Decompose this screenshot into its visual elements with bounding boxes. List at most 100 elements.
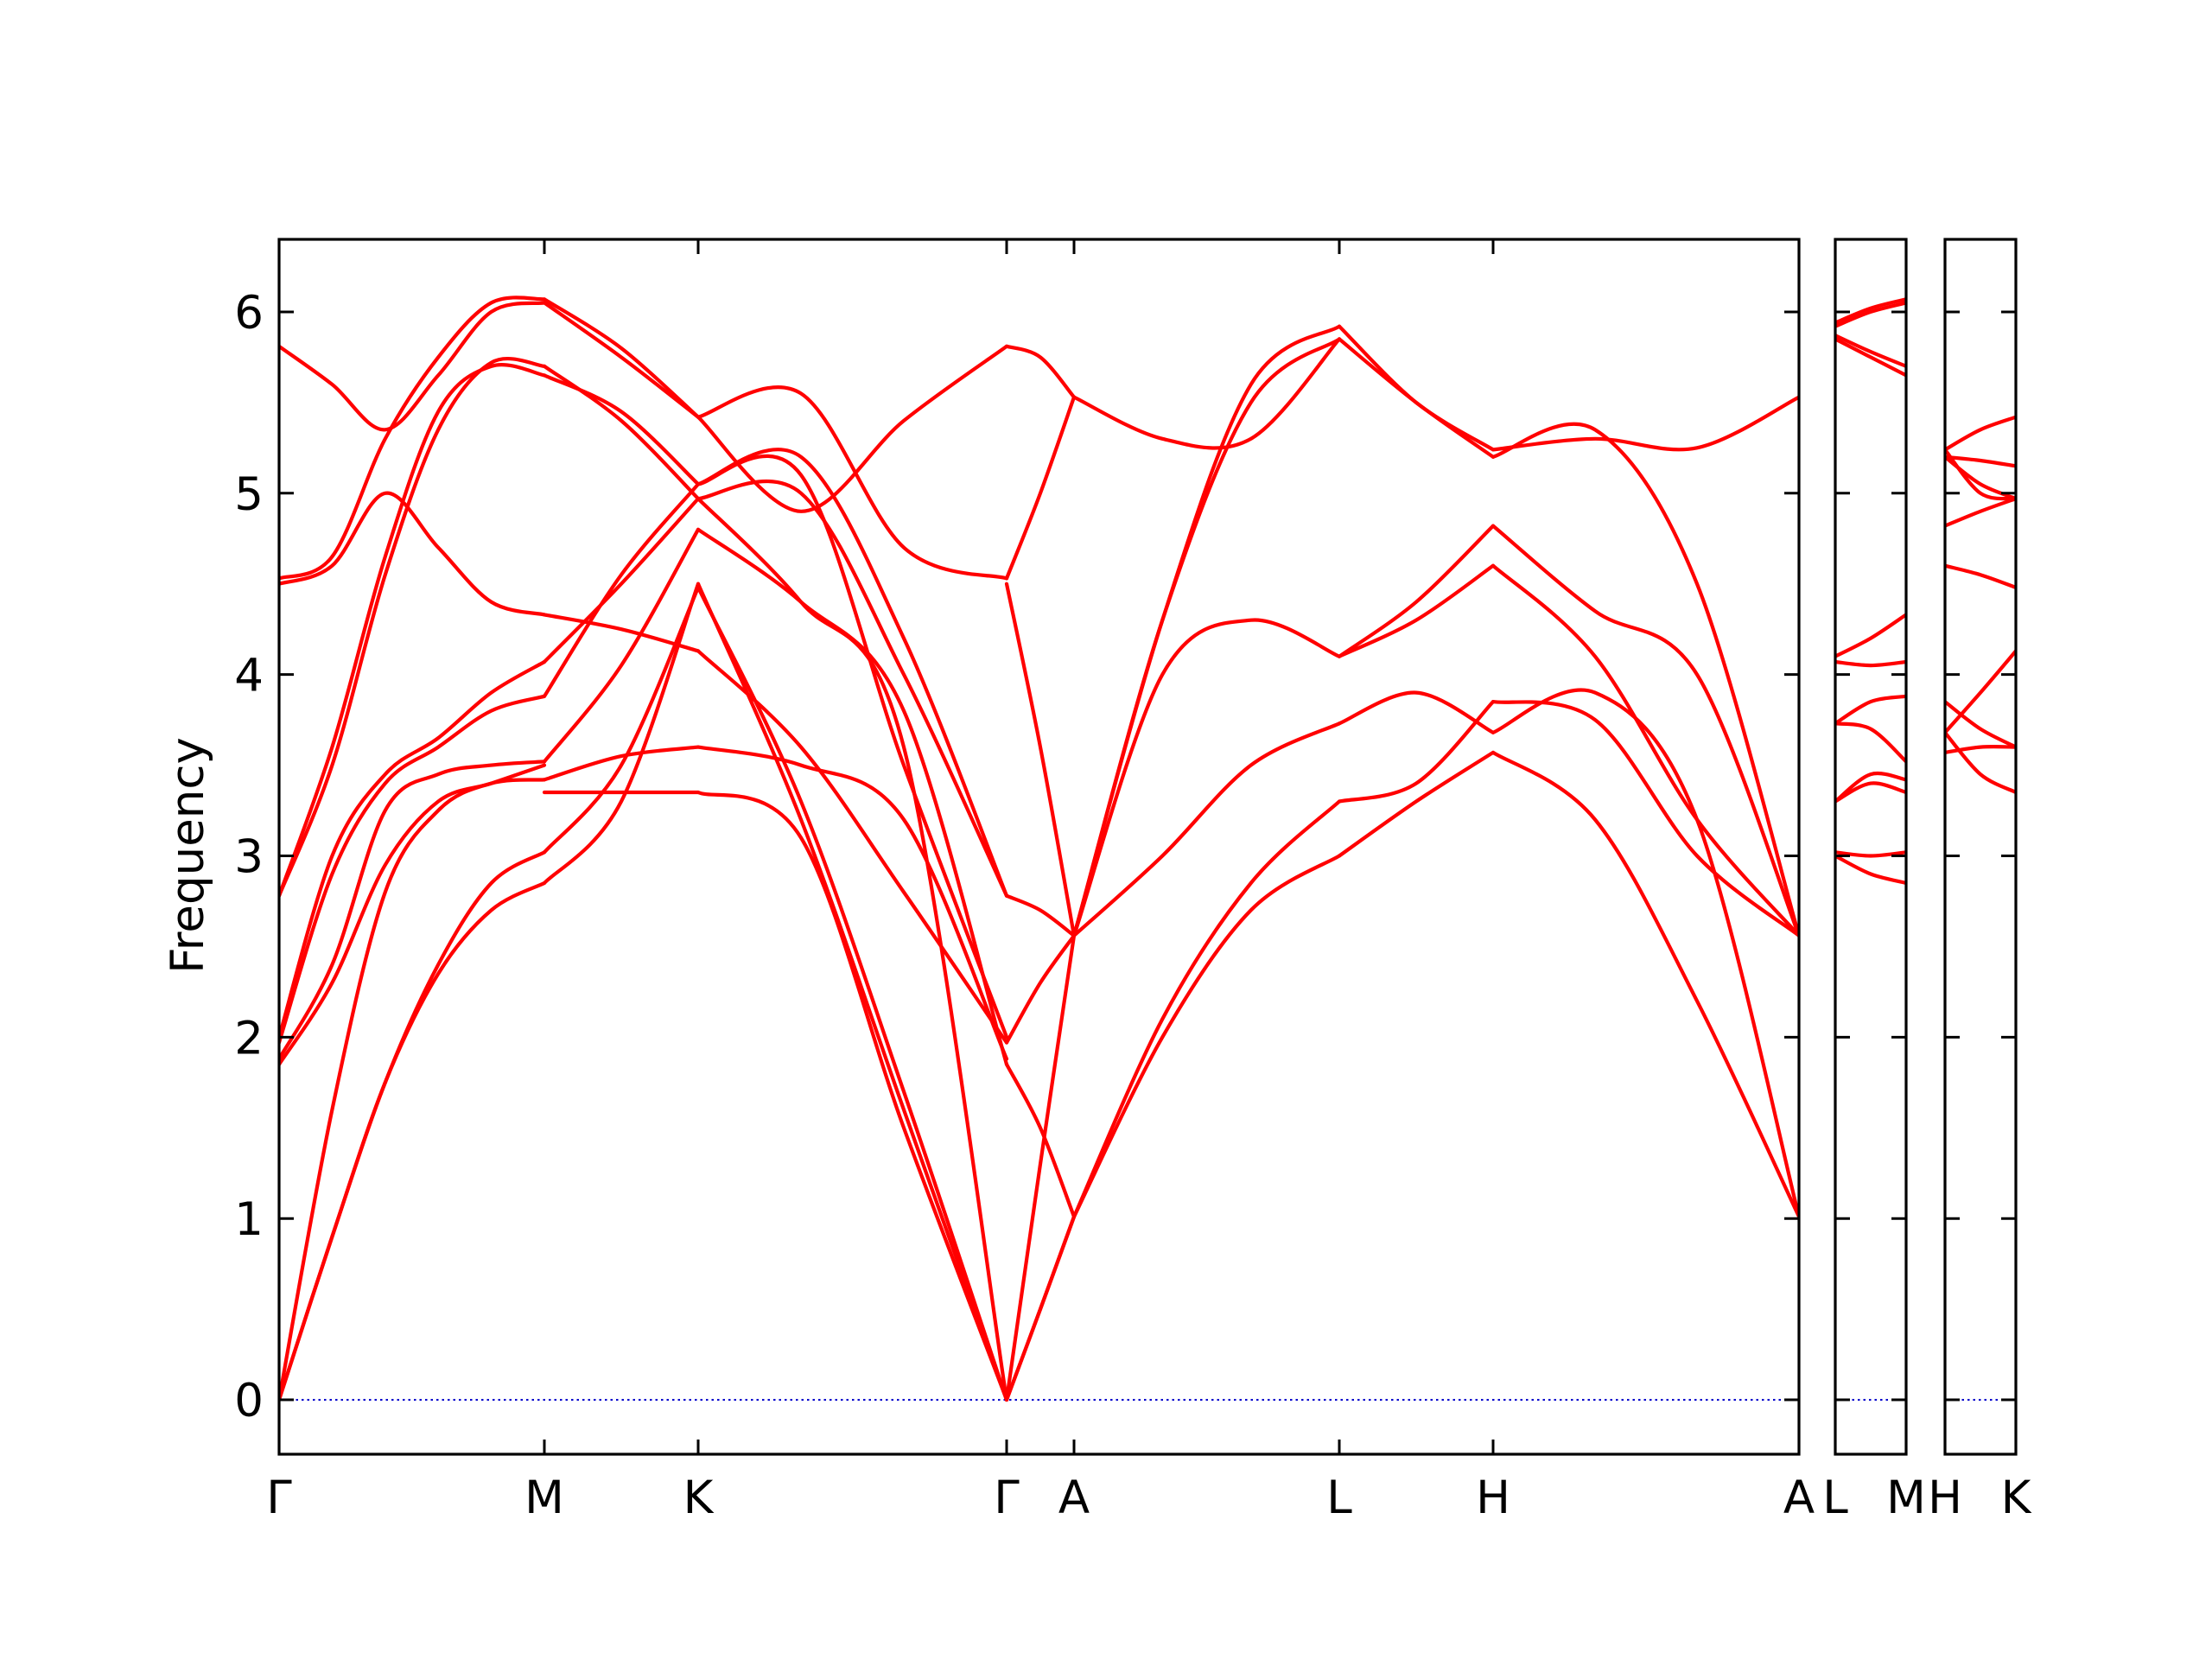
y-tick-label: 3 (234, 830, 264, 883)
band-K-Γ-11 (696, 385, 1009, 581)
band-A-L-3 (1071, 721, 1342, 938)
band-Γ-M-5 (279, 760, 547, 1061)
band-K-Γ-12 (696, 344, 1009, 513)
band-A-L-4 (1071, 618, 1342, 938)
x-tick-label: H (1928, 1471, 1962, 1524)
band-Γ-M-4 (279, 763, 547, 1066)
band-H-K-6 (1945, 497, 2016, 528)
band-L-M-10 (1835, 334, 1906, 368)
band-A-L-5 (1071, 337, 1342, 938)
band-Γ-M-11 (279, 296, 547, 581)
band-L-M-6 (1835, 694, 1906, 726)
band-L-H-3 (1337, 690, 1496, 734)
band-K-Γ-7 (696, 480, 1009, 898)
x-tick-label: A (1058, 1471, 1090, 1524)
band-K-Γ-1 (696, 582, 1009, 1402)
band-M-K-5 (542, 527, 701, 764)
band-L-M-9 (1835, 337, 1906, 378)
band-Γ-M-6 (279, 694, 547, 1045)
y-axis-label: Frequency (162, 737, 214, 974)
y-tick-label: 6 (234, 287, 264, 340)
band-H-K-2 (1945, 730, 2016, 795)
y-tick-label: 2 (234, 1012, 264, 1065)
band-M-K-11 (542, 301, 701, 419)
band-H-A-3 (1491, 700, 1799, 938)
band-K-Γ-2 (696, 585, 1009, 1402)
band-L-M-5 (1835, 721, 1906, 764)
band-K-Γ-9 (696, 454, 1009, 1039)
band-L-H-6 (1337, 337, 1496, 459)
band-Γ-A-6 (1004, 893, 1077, 938)
band-L-M-11 (1835, 301, 1906, 328)
band-L-H-1 (1337, 750, 1496, 858)
band-Γ-A-4 (1004, 1062, 1077, 1219)
band-L-M-2 (1835, 850, 1906, 858)
band-Γ-A-5 (1004, 933, 1077, 1045)
band-M-K-8 (542, 613, 701, 653)
band-L-M-4 (1835, 772, 1906, 804)
band-A-L-2 (1071, 799, 1342, 1219)
band-Γ-M-7 (279, 659, 547, 1039)
x-tick-label: K (2001, 1471, 2032, 1524)
band-Γ-M-8 (279, 363, 547, 898)
x-tick-label: H (1476, 1471, 1510, 1524)
y-tick-label: 1 (234, 1193, 264, 1246)
band-H-A-1 (1491, 750, 1799, 1219)
band-L-M-12 (1835, 297, 1906, 325)
band-M-K-2 (542, 585, 701, 855)
panel-frame (277, 238, 1801, 1456)
band-H-K-8 (1945, 415, 2016, 452)
band-lines (1945, 415, 2016, 795)
band-M-K-1 (542, 582, 701, 886)
band-H-K-1 (1945, 745, 2016, 754)
band-M-K-7 (542, 497, 701, 664)
band-L-H-5 (1337, 524, 1496, 658)
panel-frame (1834, 238, 1908, 1456)
band-M-K-12 (542, 297, 701, 419)
band-H-K-5 (1945, 563, 2016, 589)
x-tick-label: Γ (994, 1471, 1020, 1524)
band-H-K-4 (1945, 700, 2016, 749)
band-K-Γ-4 (696, 745, 1009, 1061)
band-Γ-M-1 (279, 880, 547, 1402)
band-H-A-4 (1491, 563, 1799, 938)
band-K-Γ-6 (696, 448, 1009, 898)
band-M-K-9 (542, 373, 701, 486)
band-Γ-A-9 (1004, 344, 1077, 399)
panel-frame (1943, 238, 2018, 1456)
band-A-L-6 (1071, 324, 1342, 938)
x-tick-label: M (1886, 1471, 1926, 1524)
band-A-L-1 (1071, 854, 1342, 1219)
band-Γ-M-10 (279, 491, 547, 617)
x-tick-label: L (1326, 1471, 1352, 1524)
band-L-M-1 (1835, 854, 1906, 886)
band-M-K-6 (542, 482, 701, 698)
band-Γ-A-2 (1004, 1215, 1077, 1402)
band-Γ-A-8 (1004, 395, 1077, 581)
band-Γ-M-12 (279, 301, 547, 432)
band-H-K-3 (1945, 649, 2016, 734)
band-H-K-10 (1945, 448, 2016, 501)
band-M-K-10 (542, 364, 701, 501)
band-H-A-2 (1491, 688, 1799, 1219)
band-M-K-4 (542, 745, 701, 782)
band-Γ-M-2 (279, 850, 547, 1402)
x-tick-label: M (524, 1471, 564, 1524)
band-Γ-M-9 (279, 357, 547, 898)
band-lines (1835, 297, 1906, 886)
band-Γ-A-7 (1004, 582, 1077, 938)
x-tick-label: Γ (266, 1471, 292, 1524)
y-tick-label: 5 (234, 468, 264, 521)
x-tick-label: K (683, 1471, 715, 1524)
band-L-H-4 (1337, 563, 1496, 658)
band-K-Γ-8 (696, 649, 1009, 1045)
band-L-H-7 (1337, 324, 1496, 452)
y-tick-label: 0 (234, 1375, 264, 1427)
x-tick-label: A (1783, 1471, 1815, 1524)
band-A-L-7 (1071, 337, 1342, 450)
